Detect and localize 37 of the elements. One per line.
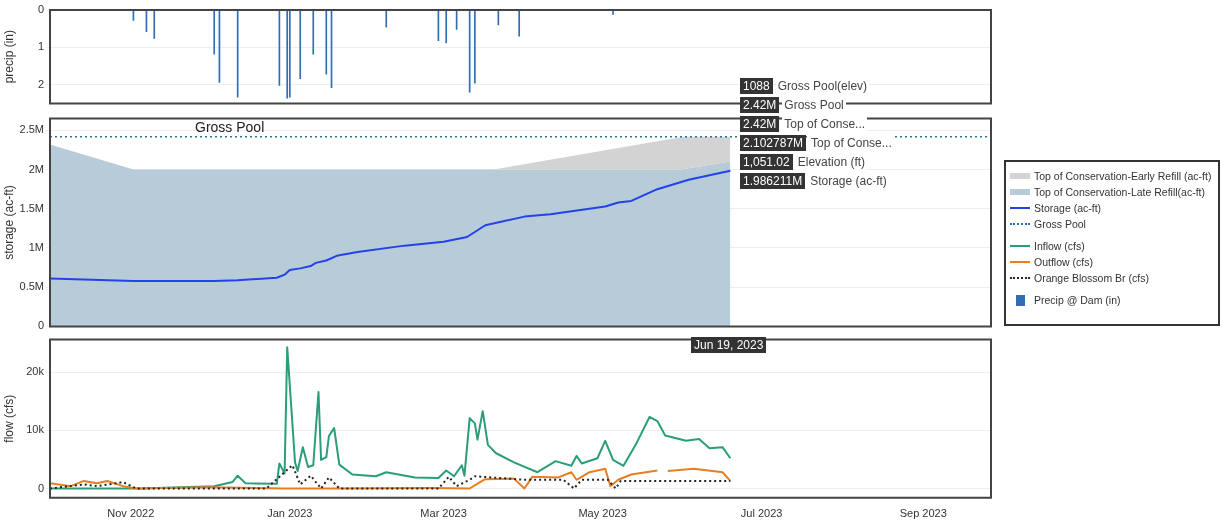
- y-tick-label: 1.5M: [19, 201, 44, 214]
- y-tick-label: 0: [37, 481, 44, 494]
- x-tick-label: Nov 2022: [107, 507, 155, 520]
- x-tick-label: Mar 2023: [420, 507, 467, 520]
- x-tick-label: Jan 2023: [267, 507, 313, 520]
- annotation: 1.986211M Storage (ac-ft): [742, 173, 888, 189]
- y-axis-title: flow (cfs): [1, 394, 16, 443]
- legend-label: Top of Conservation-Late Refill(ac-ft): [1034, 186, 1205, 198]
- legend-label: Orange Blossom Br (cfs): [1034, 272, 1149, 284]
- annotation: 1,051.02 Elevation (ft): [742, 154, 867, 170]
- y-tick-label: 0: [37, 319, 44, 332]
- annotation: 2.42M Gross Pool: [742, 97, 845, 113]
- y-tick-label: 2.5M: [19, 123, 44, 136]
- y-axis-title: precip (in): [1, 30, 16, 84]
- annotation: 2.102787M Top of Conse...: [742, 135, 893, 151]
- y-tick-label: 2M: [28, 162, 44, 175]
- y-tick-label: 2: [37, 77, 44, 90]
- ref-line-label: Gross Pool: [195, 119, 265, 136]
- y-tick-label: 1M: [28, 241, 44, 254]
- text: Gross Pool: [1034, 218, 1086, 230]
- y-tick-label: 20k: [26, 365, 45, 378]
- x-tick-label: May 2023: [578, 507, 627, 520]
- annotation: 1088 Gross Pool(elev): [742, 78, 869, 94]
- annotation: Jun 19, 2023: [691, 337, 767, 353]
- y-tick-label: 1: [37, 40, 44, 53]
- legend-label: Storage (ac-ft): [1034, 202, 1102, 214]
- y-tick-label: 0: [37, 3, 44, 16]
- y-tick-label: 10k: [26, 423, 45, 436]
- legend-label: Inflow (cfs): [1034, 240, 1085, 252]
- y-tick-label: 0.5M: [19, 280, 44, 293]
- legend-label: Outflow (cfs): [1034, 256, 1093, 268]
- legend-label: Precip @ Dam (in): [1034, 294, 1121, 306]
- x-tick-label: Jul 2023: [740, 507, 783, 520]
- x-tick-label: Sep 2023: [899, 507, 947, 520]
- legend-label: Top of Conservation-Early Refill (ac-ft): [1034, 170, 1212, 182]
- y-axis-title: storage (ac-ft): [1, 185, 16, 260]
- annotation: 2.42M Top of Conse...: [742, 116, 867, 132]
